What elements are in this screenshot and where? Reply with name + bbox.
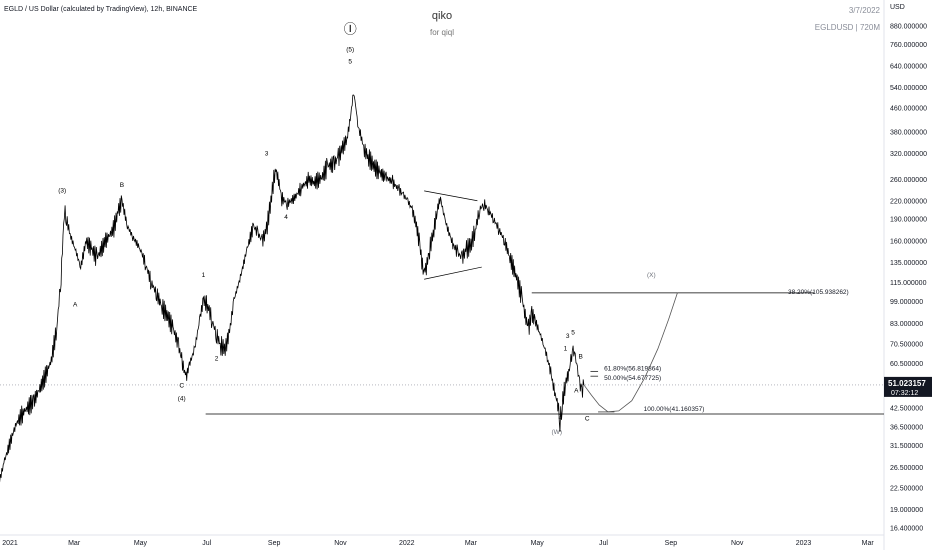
x-tick-label: Jul [202,540,211,547]
x-tick-label: Sep [665,540,678,547]
wave-label: Ⓘ [344,21,357,36]
price-badge-value: 51.023157 [888,379,926,388]
y-tick-label: 60.500000 [890,361,923,368]
x-tick-label: Nov [334,540,347,547]
y-tick-label: 160.000000 [890,238,927,245]
x-tick-label: May [134,540,148,547]
price-axis[interactable]: 880.000000 760.000000 640.000000 540.000000… [890,24,927,533]
x-tick-label: May [531,540,545,547]
x-tick-label: Jul [599,540,608,547]
price-series-line [0,94,585,483]
wave-label: 5 [348,58,352,65]
y-tick-label: 190.000000 [890,217,927,224]
x-tick-label: Sep [268,540,281,547]
y-tick-label: 83.000000 [890,321,923,328]
symbol-info: EGLDUSD | 720M [814,23,880,32]
wave-label: 1 [564,346,568,353]
wave-label: 3 [265,151,269,158]
y-tick-label: 16.400000 [890,525,923,532]
fib-level-label: 61.80%(56.819864) [604,365,661,372]
fib-level-label: 100.00%(41.160357) [644,406,705,413]
y-tick-label: 260.000000 [890,177,927,184]
wave-label: 3 [566,333,570,340]
date-label: 3/7/2022 [848,6,880,15]
time-axis[interactable]: 2021 Mar May Jul Sep Nov 2022 Mar May Jul Sep Nov 20… [2,540,874,547]
projection-curve [583,292,678,413]
wave-label: (4) [178,396,186,403]
watermark-subtitle: for qiql [429,28,454,37]
y-tick-label: 70.500000 [890,342,923,349]
wave-label: (X) [647,272,656,279]
wave-label: C [179,382,184,389]
wave-label: 2 [558,414,562,421]
x-tick-label: 2023 [796,540,812,547]
y-tick-label: 460.000000 [890,105,927,112]
wave-label: 5 [571,330,575,337]
y-tick-label: 19.000000 [890,507,923,514]
triangle-trendline [424,190,478,202]
y-tick-label: 760.000000 [890,42,927,49]
x-tick-label: 2022 [399,540,415,547]
symbol-title: EGLD / US Dollar (calculated by TradingV… [4,6,198,13]
y-tick-label: 880.000000 [890,24,927,31]
wave-label: (3) [58,187,66,194]
price-badge-countdown: 07:32:12 [891,390,918,397]
y-tick-label: 320.000000 [890,151,927,158]
wave-label: 1 [202,272,206,279]
drawings: 38.20%(105.938262) 100.00%(41.160357) 61.8… [205,190,884,415]
watermark-title: qiko [431,10,453,22]
triangle-trendline [424,266,482,280]
x-tick-label: Mar [465,540,478,547]
y-tick-label: 135.000000 [890,260,927,267]
y-tick-label: 115.000000 [890,280,927,287]
wave-label: A [73,302,78,309]
x-tick-label: Mar [862,540,875,547]
y-tick-label: 26.500000 [890,465,923,472]
y-tick-label: 99.000000 [890,299,923,306]
x-tick-label: 2021 [2,540,18,547]
fib-level-label: 50.00%(54.677725) [604,375,661,382]
y-tick-label: 42.500000 [890,405,923,412]
y-tick-label: 36.500000 [890,425,923,432]
wave-label: B [579,353,583,360]
wave-label: C [585,415,590,422]
y-tick-label: 640.000000 [890,64,927,71]
y-tick-label: 220.000000 [890,198,927,205]
wave-label: 2 [215,355,219,362]
y-tick-label: 540.000000 [890,85,927,92]
wave-label: (5) [346,46,354,53]
x-tick-label: Mar [68,540,81,547]
wave-label: A [574,388,579,395]
y-tick-label: 31.500000 [890,443,923,450]
wave-label: (W) [552,429,562,436]
fib-level-label: 38.20%(105.938262) [788,289,849,296]
wave-label: 4 [284,214,288,221]
currency-label: USD [890,4,905,11]
x-tick-label: Nov [731,540,744,547]
price-badge: 51.023157 07:32:12 [884,376,932,397]
y-tick-label: 22.500000 [890,486,923,493]
y-tick-label: 380.000000 [890,129,927,136]
wave-label: B [120,182,124,189]
